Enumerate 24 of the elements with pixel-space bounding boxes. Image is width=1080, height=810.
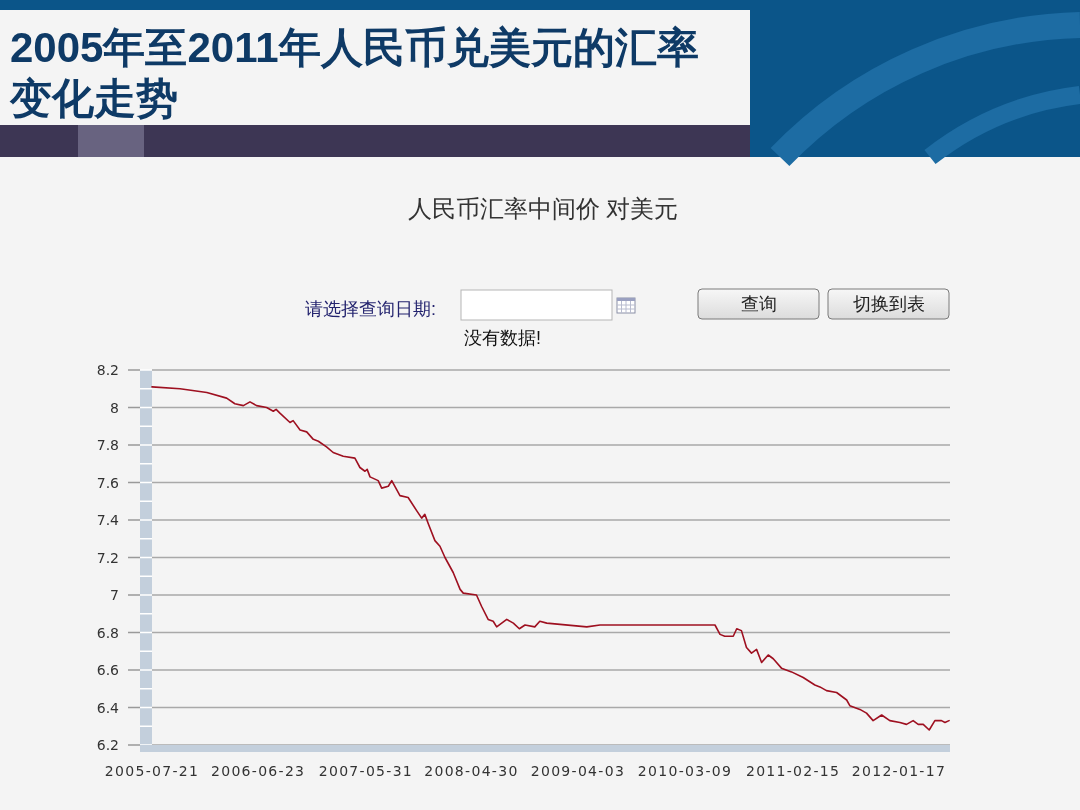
line-series: [151, 386, 950, 731]
y-tick-label: 8.2: [96, 362, 119, 378]
y-tick-label: 7: [110, 587, 119, 603]
x-tick-label: 2009-04-03: [530, 763, 626, 779]
x-tick-label: 2011-02-15: [745, 763, 841, 779]
y-tick-label: 6.2: [96, 737, 119, 753]
x-tick-label: 2006-06-23: [210, 763, 306, 779]
x-tick-label: 2010-03-09: [637, 763, 733, 779]
x-tick-label: 2008-04-30: [424, 763, 519, 779]
y-tick-label: 7.4: [96, 512, 120, 528]
chart-subtitle: 人民币汇率中间价 对美元: [407, 195, 679, 222]
text: 没有数据!: [464, 328, 542, 348]
x-tick-label: 2007-05-31: [318, 763, 414, 779]
chart-title: 2005年至2011年人民币兑美元的汇率变化走势: [10, 23, 700, 124]
text: 请选择查询日期:: [305, 299, 437, 319]
y-tick-label: 7.2: [96, 549, 119, 566]
x-tick-label: 2012-01-17: [851, 763, 947, 779]
y-tick-label: 7.6: [96, 474, 120, 491]
y-tick-label: 7.8: [96, 437, 119, 453]
y-tick-label: 6.8: [96, 624, 119, 641]
x-tick-label: 2005-07-21: [104, 763, 200, 779]
y-tick-label: 6.6: [96, 662, 120, 678]
y-tick-label: 8: [110, 399, 119, 416]
y-tick-label: 6.4: [96, 699, 120, 716]
